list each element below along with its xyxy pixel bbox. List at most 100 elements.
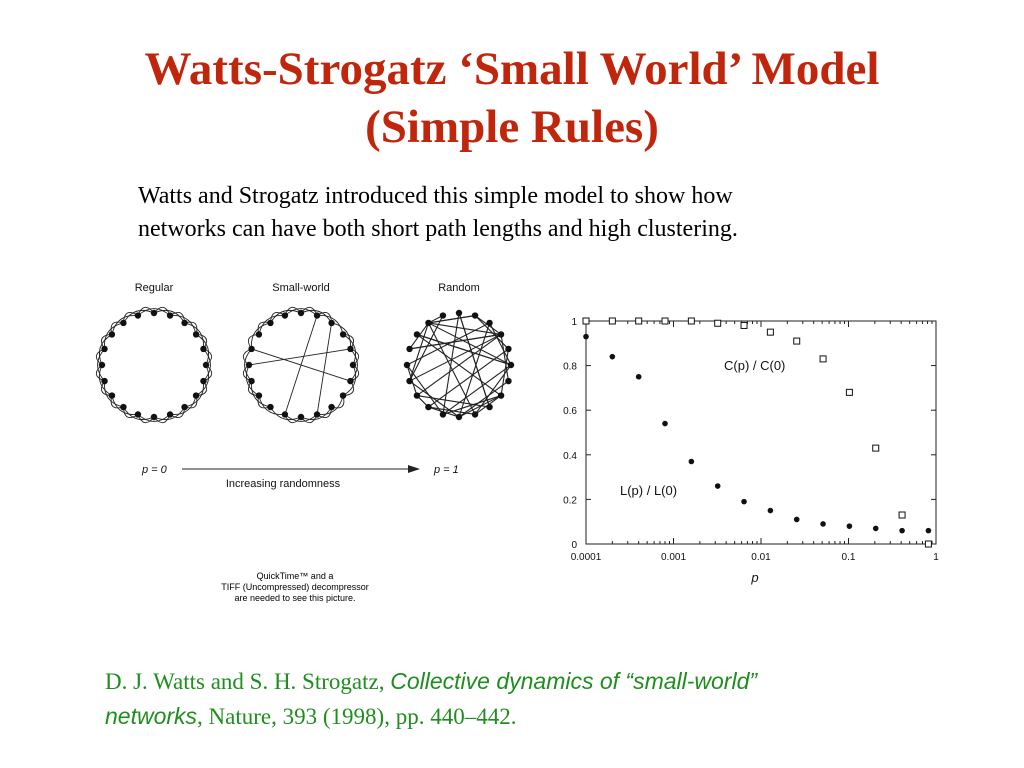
network-node [455,413,463,421]
network-node [200,377,207,385]
network-edge [123,310,155,324]
network-edge [153,310,185,324]
network-node [406,377,413,385]
network-node [101,345,108,353]
network-node [192,331,200,338]
network-edge [442,312,460,415]
network-edge [284,414,318,422]
network-edge [442,364,512,415]
citation-authors: D. J. Watts and S. H. Strogatz, [105,669,391,694]
lp-point [846,523,853,529]
network-node [248,377,255,385]
network-node [181,319,188,327]
x-axis-ticks: 0.0001 0.001 0.01 0.1 1 [571,321,939,563]
network-node [505,377,512,385]
series-label-lp: L(p) / L(0) [620,483,677,498]
network-node [255,331,263,338]
series-label-cp: C(p) / C(0) [724,358,785,373]
network-edge [103,322,124,349]
cp-point [582,317,590,325]
lp-point [635,373,642,380]
lp-point [583,333,589,340]
network-node [439,312,447,319]
network-edge [409,315,444,382]
slide-title-line-1: Watts-Strogatz ‘Small World’ Model [144,43,880,95]
label-small-world: Small-world [272,282,329,294]
network-edge [428,406,476,415]
network-node [403,361,411,369]
network-node [505,345,512,353]
network-edge [103,381,124,408]
cp-point [635,317,643,325]
x-tick-label: 0.0001 [571,552,602,563]
network-edge [170,395,197,416]
ring-regular [95,306,213,424]
network-edge [248,348,351,366]
plot-frame [585,320,937,545]
network-edge [250,381,271,408]
slide-title-line-2: (Simple Rules) [365,101,659,153]
network-node [328,319,335,327]
network-node [267,403,274,411]
lp-point [609,353,616,360]
cp-point [661,317,669,325]
network-edge [111,395,138,416]
network-edge [137,414,171,422]
network-node [202,361,210,369]
cp-point [793,337,801,345]
network-edge [317,395,344,416]
cp-lp-chart: 0 0.2 0.4 0.6 0.8 1 0.0001 0.001 0.01 0.1 1 C(p) … [563,317,939,585]
network-edge [500,348,509,396]
network-node [134,312,142,319]
cp-point [819,355,827,363]
network-node [150,309,158,317]
network-node [108,392,116,399]
network-edge [99,364,113,396]
network-node [497,331,505,338]
x-tick-label: 0.1 [842,552,856,563]
network-node [166,312,174,319]
network-edge [416,395,490,408]
network-edge [123,406,155,420]
network-edge [244,348,252,382]
network-node [181,403,188,411]
network-edge [170,314,197,335]
x-tick-label: 0.01 [751,552,771,563]
network-edge [428,315,476,324]
cp-point [608,317,616,325]
network-node [120,319,127,327]
network-edge [416,333,502,397]
arrow-label: Increasing randomness [226,478,341,490]
network-edge [270,310,302,324]
y-tick-label: 1 [571,317,577,328]
network-diagram: Regular Small-world Random p = 0 p = 1 I… [95,282,515,490]
network-node [486,319,493,327]
lp-point [793,516,800,523]
p-end-label: p = 1 [433,464,459,476]
y-tick-label: 0.8 [563,362,577,373]
lp-point [741,498,747,505]
network-node [200,345,207,353]
qt-line-2: TIFF (Uncompressed) decompressor [221,582,369,592]
cp-point [687,317,695,325]
network-edge [284,315,318,415]
lp-point [899,527,905,534]
intro-line-2: networks can have both short path length… [138,216,738,242]
network-node [108,331,116,338]
citation-title-2: networks [105,703,198,729]
network-node [425,403,432,411]
network-edge [427,322,476,415]
ring-random [403,309,515,421]
qt-line-3: are needed to see this picture. [234,593,356,603]
lp-point [767,507,774,514]
network-node [425,319,432,327]
lp-point [820,521,826,527]
network-node [166,411,174,418]
network-node [297,413,305,421]
qt-line-1: QuickTime™ and a [256,571,334,581]
network-node [297,309,305,317]
network-edge [350,348,358,382]
citation-line-2: networks, Nature, 393 (1998), pp. 440–44… [105,699,965,734]
network-edge [137,308,171,316]
network-node [347,377,354,385]
